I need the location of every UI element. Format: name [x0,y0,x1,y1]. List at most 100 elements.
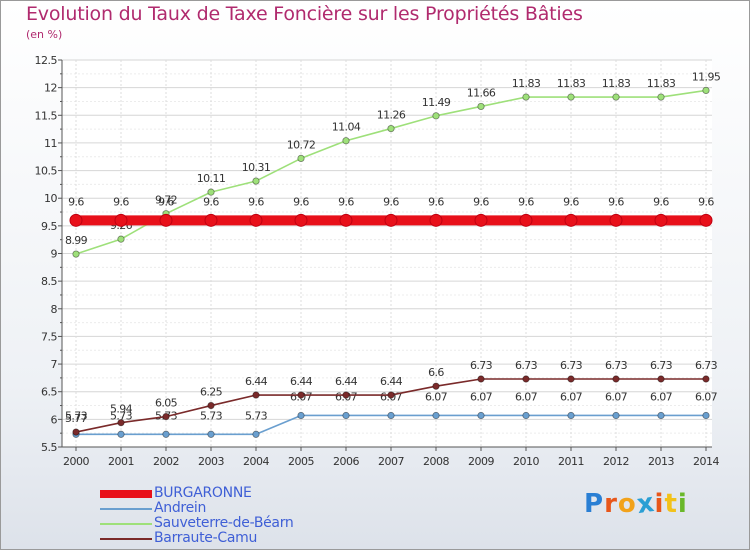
data-label: 6.73 [650,359,673,372]
data-point [252,430,260,438]
data-point [477,411,485,420]
data-point [162,412,170,421]
data-label: 9.6 [428,195,444,208]
data-point [657,93,665,101]
data-label: 11.95 [692,70,721,83]
x-tick-label: 2013 [648,455,674,468]
legend-swatch [100,537,152,540]
y-tick-label: 11 [44,137,57,150]
data-label: 11.66 [467,86,496,99]
data-label: 9.6 [158,195,174,208]
legend-swatch [100,522,152,525]
data-point [387,124,395,133]
data-label: 11.49 [422,96,451,109]
data-label: 11.83 [602,77,631,90]
data-label: 11.83 [557,77,586,90]
data-label: 6.07 [650,390,673,403]
y-tick-label: 9.5 [41,220,57,233]
data-point [387,411,395,420]
data-label: 6.73 [695,359,718,372]
data-point [567,375,575,383]
data-point [699,213,713,227]
data-label: 9.6 [203,195,219,208]
y-tick-label: 7.5 [41,330,57,343]
data-point [702,375,710,383]
data-point [72,428,80,436]
legend-item: BURGARONNE [100,486,294,501]
x-tick-label: 2009 [468,455,494,468]
data-point [297,411,305,420]
data-point [162,430,170,438]
data-label: 6.73 [470,359,493,372]
data-label: 9.6 [293,195,309,208]
x-tick-label: 2004 [243,455,269,468]
data-point [474,213,488,227]
data-point [252,177,260,185]
data-point [207,188,215,196]
y-tick-label: 9 [51,248,58,261]
data-label: 6.07 [605,390,628,403]
data-label: 6.05 [155,397,178,410]
legend-label: Andrein [154,500,207,516]
data-label: 6.6 [428,366,444,379]
line-chart: 5.5 6 6.5 7 7.5 8 8.5 9 9.5 10 10.5 11 11.5 12 12.5 200… [35,54,722,468]
x-tick-label: 2003 [198,455,224,468]
data-point [519,213,533,227]
data-label: 9.6 [113,195,129,208]
data-point [387,391,395,399]
data-point [69,213,83,227]
data-label: 11.83 [512,77,541,90]
y-tick-label: 12.5 [35,54,58,67]
data-label: 11.04 [332,121,361,134]
legend-label: Barraute-Camu [154,530,258,546]
data-label: 9.6 [383,195,399,208]
x-tick-label: 2005 [288,455,314,468]
legend-swatch [100,507,152,510]
data-point [297,154,305,163]
data-point [609,213,623,227]
data-point [432,411,440,420]
legend-swatch [100,489,152,498]
data-point [429,213,443,227]
data-point [432,382,440,390]
data-label: 9.6 [563,195,579,208]
legend-label: Sauveterre-de-Béarn [154,515,294,531]
data-label: 5.73 [65,409,88,422]
data-point [567,411,575,420]
data-label: 11.83 [647,77,676,90]
data-point [567,93,575,101]
y-tick-label: 8.5 [41,275,57,288]
data-point [339,213,353,227]
x-tick-label: 2006 [333,455,359,468]
data-point [207,430,215,438]
data-point [654,213,668,227]
data-label: 11.26 [377,109,406,122]
data-label: 9.6 [653,195,669,208]
data-label: 5.73 [200,409,223,422]
data-point [432,112,440,120]
x-tick-label: 2008 [423,455,449,468]
data-point [522,411,530,420]
data-point [522,375,530,383]
x-tick-label: 2000 [63,455,89,468]
y-tick-label: 5.5 [41,441,57,454]
data-label: 5.73 [245,409,268,422]
data-point [477,102,485,111]
data-point [72,250,80,258]
data-label: 9.6 [698,195,714,208]
data-point [564,213,578,227]
data-label: 6.73 [515,359,538,372]
proxiti-logo: Proxiti [584,487,688,521]
x-tick-label: 2002 [153,455,179,468]
data-label: 6.07 [695,390,718,403]
data-label: 5.94 [110,403,133,416]
data-label: 6.44 [335,375,358,388]
y-tick-label: 11.5 [35,109,58,122]
data-label: 9.6 [338,195,354,208]
data-label: 6.07 [515,390,538,403]
data-label: 6.07 [425,390,448,403]
legend-label: BURGARONNE [154,485,252,501]
data-point [159,213,173,227]
legend-item: Sauveterre-de-Béarn [100,516,294,531]
data-point [249,213,263,227]
